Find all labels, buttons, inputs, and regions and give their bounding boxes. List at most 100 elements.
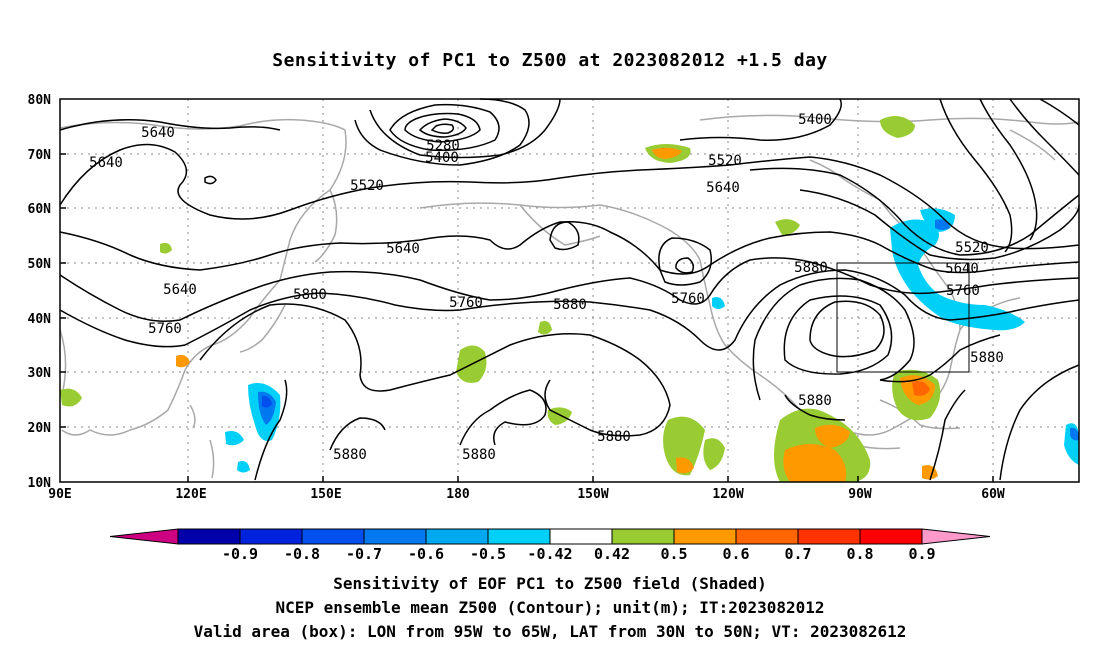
lon-label: 150W	[577, 487, 608, 502]
colorbar-label: -0.7	[346, 545, 382, 563]
shade-positive-orange	[176, 354, 190, 368]
contour-label: 5880	[970, 350, 1004, 366]
caption-line-1: Sensitivity of EOF PC1 to Z500 field (Sh…	[333, 574, 767, 593]
shade-negative	[890, 219, 1025, 331]
shade-positive	[538, 321, 552, 335]
lon-label: 60W	[981, 487, 1005, 502]
colorbar-box	[363, 528, 427, 545]
lat-label: 50N	[28, 257, 52, 272]
colorbar-label: 0.9	[908, 545, 935, 563]
lat-label: 60N	[28, 202, 52, 217]
colorbar-label: 0.7	[784, 545, 811, 563]
contour-label: 5880	[597, 429, 631, 445]
chart-title: Sensitivity of PC1 to Z500 at 2023082012…	[272, 50, 828, 71]
shade-positive	[160, 242, 172, 254]
contour-label: 5640	[706, 180, 740, 196]
contour-label: 5280	[426, 138, 460, 154]
coastlines	[59, 114, 1080, 479]
shade-positive	[663, 416, 705, 476]
lat-label: 10N	[28, 476, 52, 491]
shade-positive-red	[912, 381, 930, 396]
shade-positive-orange	[783, 444, 847, 482]
colorbar-label: 0.8	[846, 545, 873, 563]
colorbar-label: 0.42	[594, 545, 630, 563]
colorbar-box	[487, 528, 551, 545]
contour-label: 5400	[798, 112, 832, 128]
lat-label: 80N	[28, 93, 52, 108]
colorbar-label: -0.6	[408, 545, 444, 563]
shade-negative	[712, 297, 725, 309]
shade-positive-orange	[676, 457, 694, 474]
colorbar-label: 0.5	[660, 545, 687, 563]
latitude-labels: 80N 70N 60N 50N 40N 30N 20N 10N	[28, 93, 52, 491]
lat-label: 30N	[28, 366, 52, 381]
contour-label: 5880	[794, 260, 828, 276]
contour-label: 5880	[553, 297, 587, 313]
map-frame	[59, 98, 1080, 483]
colorbar-box	[611, 528, 675, 545]
shade-negative	[225, 431, 244, 446]
contour-label: 5880	[293, 287, 327, 303]
colorbar-box	[549, 528, 613, 545]
lon-label: 120W	[712, 487, 743, 502]
contour-label: 5880	[462, 447, 496, 463]
shade-negative-blue	[1070, 427, 1079, 441]
contour-label: 5640	[163, 282, 197, 298]
contour-label: 5640	[386, 241, 420, 257]
shade-positive	[775, 219, 800, 235]
z500-contours	[59, 98, 1080, 481]
contour-label: 5640	[141, 125, 175, 141]
sensitivity-shading	[60, 116, 1079, 482]
contour-label: 5640	[945, 261, 979, 277]
caption-line-2: NCEP ensemble mean Z500 (Contour); unit(…	[275, 598, 825, 617]
contour-label: 5760	[449, 295, 483, 311]
contour-label: 5760	[946, 283, 980, 299]
contour-label: 5520	[708, 153, 742, 169]
colorbar-box	[301, 528, 365, 545]
shade-negative-deep	[262, 395, 272, 408]
contour-label: 5760	[671, 291, 705, 307]
colorbar	[109, 528, 991, 545]
contour-labels: 5640 5640 5640 5640 5760 5880 5760 5880 …	[89, 112, 1004, 463]
lon-label: 180	[446, 487, 470, 502]
gridlines	[60, 99, 1079, 482]
contour-label: 5880	[333, 447, 367, 463]
shade-positive	[880, 116, 915, 138]
colorbar-arrow-high	[921, 528, 991, 545]
axis-ticks	[60, 153, 994, 482]
colorbar-label: 0.6	[722, 545, 749, 563]
lon-label: 90E	[48, 487, 71, 502]
colorbar-label: -0.9	[222, 545, 258, 563]
lon-label: 150E	[310, 487, 341, 502]
colorbar-box	[797, 528, 861, 545]
shade-positive-orange	[815, 424, 850, 448]
contour-label: 5760	[148, 321, 182, 337]
colorbar-label: -0.42	[527, 545, 572, 563]
contour-label: 5520	[350, 178, 384, 194]
lat-label: 70N	[28, 148, 52, 163]
colorbar-box	[735, 528, 799, 545]
valid-area-box	[836, 262, 970, 373]
colorbar-label: -0.8	[284, 545, 320, 563]
colorbar-box	[673, 528, 737, 545]
lat-label: 40N	[28, 312, 52, 327]
colorbar-label: -0.5	[470, 545, 506, 563]
colorbar-box	[425, 528, 489, 545]
shade-positive-orange	[652, 147, 682, 159]
shade-positive	[60, 388, 82, 407]
contour-label: 5880	[798, 393, 832, 409]
shade-positive	[703, 438, 725, 470]
caption-line-3: Valid area (box): LON from 95W to 65W, L…	[193, 622, 907, 641]
colorbar-box	[177, 528, 241, 545]
colorbar-arrow-low	[109, 528, 179, 545]
contour-label: 5400	[425, 150, 459, 166]
longitude-labels: 90E 120E 150E 180 150W 120W 90W 60W	[48, 487, 1005, 502]
contour-label: 5640	[89, 155, 123, 171]
colorbar-box	[239, 528, 303, 545]
shade-negative	[237, 461, 250, 473]
colorbar-labels: -0.9 -0.8 -0.7 -0.6 -0.5 -0.42 0.42 0.5 0.6 0.7 0.…	[222, 545, 936, 563]
lat-label: 20N	[28, 421, 52, 436]
contour-label: 5520	[955, 240, 989, 256]
lon-label: 90W	[848, 487, 872, 502]
